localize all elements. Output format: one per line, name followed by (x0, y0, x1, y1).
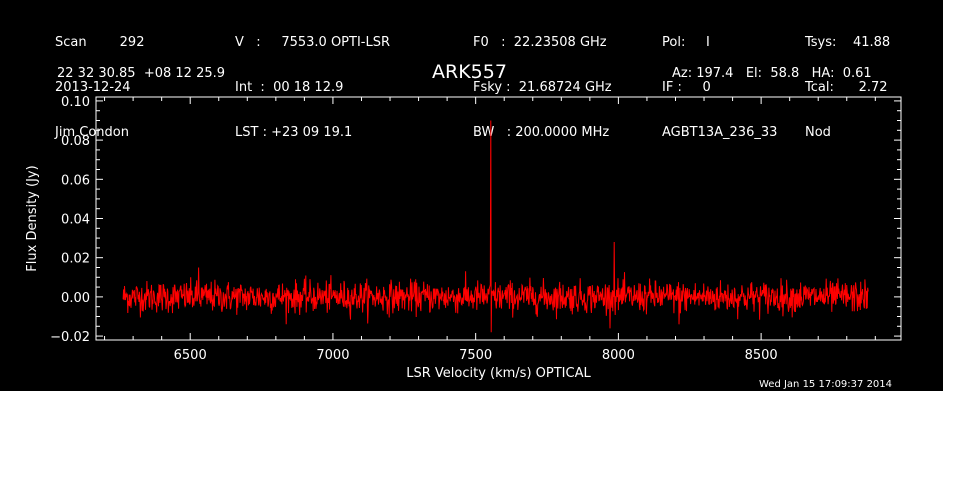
project-id: AGBT13A_236_33 (662, 125, 778, 140)
scan-number: Scan 292 (55, 35, 145, 50)
frequency-info: F0 : 22.23508 GHz Fsky : 21.68724 GHz BW… (473, 5, 612, 155)
spectrum-trace (122, 120, 869, 333)
polarization: Pol: I (662, 35, 710, 50)
timestamp: Wed Jan 15 17:09:37 2014 (759, 379, 893, 390)
lst: LST : +23 09 19.1 (235, 125, 353, 140)
velocity: V : 7553.0 OPTI-LSR (235, 35, 391, 50)
tsys: Tsys: 41.88 (805, 35, 891, 50)
procedure: Nod (805, 125, 831, 140)
trace-layer (122, 120, 869, 333)
x-tick-label: 7000 (316, 348, 349, 363)
polarization-info: Pol: I IF : 0 AGBT13A_236_33 (662, 5, 777, 155)
coordinates: 22 32 30.85 +08 12 25.9 (57, 66, 226, 81)
scan-info: Scan 292 2013-12-24 Jim Condon (55, 5, 144, 155)
x-tick-label: 6500 (174, 348, 207, 363)
plot-panel (0, 0, 943, 391)
y-tick-label: 0.10 (61, 95, 90, 110)
scan-date: 2013-12-24 (55, 80, 131, 95)
integration-time: Int : 00 18 12.9 (235, 80, 344, 95)
tsys-info: Tsys: 41.88 Tcal: 2.72 Nod (805, 5, 890, 155)
y-tick-label: 0.02 (61, 252, 90, 267)
bandwidth: BW : 200.0000 MHz (473, 125, 610, 140)
x-axis-label: LSR Velocity (km/s) OPTICAL (406, 366, 591, 381)
y-tick-label: 0.08 (61, 134, 90, 149)
y-tick-label: 0.06 (61, 173, 90, 188)
velocity-info: V : 7553.0 OPTI-LSR Int : 00 18 12.9 LST… (235, 5, 390, 155)
y-tick-label: −0.02 (50, 330, 90, 345)
x-tick-label: 7500 (459, 348, 492, 363)
sky-frequency: Fsky : 21.68724 GHz (473, 80, 612, 95)
rest-frequency: F0 : 22.23508 GHz (473, 35, 607, 50)
y-tick-label: 0.00 (61, 291, 90, 306)
tcal: Tcal: 2.72 (805, 80, 888, 95)
x-tick-label: 8500 (745, 348, 778, 363)
x-tick-label: 8000 (602, 348, 635, 363)
if-number: IF : 0 (662, 80, 711, 95)
y-axis-label: Flux Density (Jy) (25, 165, 40, 271)
source-name: ARK557 (432, 61, 507, 83)
y-tick-label: 0.04 (61, 213, 90, 228)
observer: Jim Condon (55, 125, 129, 140)
az-el-ha: Az: 197.4 El: 58.8 HA: 0.61 (672, 66, 872, 81)
axis-layer: 6500 7000 7500 8000 8500 −0.02 0.00 0.02 0.04 0.0… (25, 95, 901, 381)
